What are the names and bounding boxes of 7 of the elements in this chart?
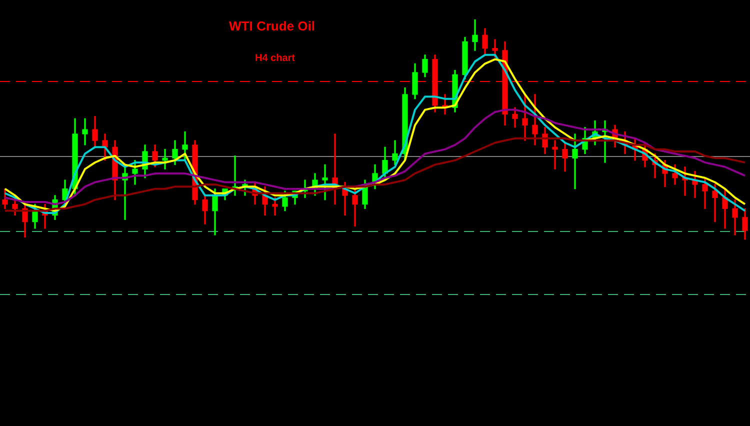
candlestick (472, 19, 478, 51)
candlestick (82, 118, 88, 146)
chart-title: WTI Crude Oil (229, 18, 315, 34)
candlestick (572, 134, 578, 190)
candlestick (552, 140, 558, 170)
candlestick (162, 148, 168, 170)
text: H4 chart (254, 52, 296, 64)
